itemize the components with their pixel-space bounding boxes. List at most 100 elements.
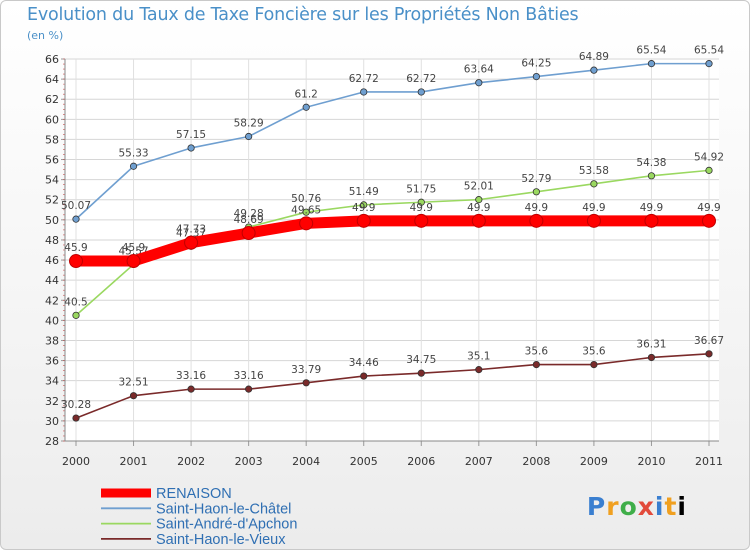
data-label-saint-haon-le-ch-tel: 64.25	[521, 58, 551, 70]
data-label-renaison: 47.73	[176, 224, 206, 236]
data-label-saint-andr-d-apchon: 51.75	[406, 183, 436, 195]
data-label-saint-haon-le-vieux: 35.6	[525, 346, 549, 358]
data-label-saint-andr-d-apchon: 52.01	[464, 181, 494, 193]
data-label-saint-andr-d-apchon: 49.28	[234, 208, 264, 220]
data-point-saint-andr-d-apchon	[705, 166, 713, 174]
data-point-saint-haon-le-vieux	[245, 385, 253, 393]
data-point-saint-haon-le-ch-tel	[532, 72, 540, 81]
data-label-saint-haon-le-ch-tel: 65.54	[694, 45, 724, 57]
y-tick-label: 52	[45, 194, 59, 207]
data-label-saint-haon-le-vieux: 33.16	[234, 370, 264, 382]
data-point-renaison	[356, 213, 371, 228]
data-point-saint-andr-d-apchon	[417, 198, 425, 206]
data-point-saint-haon-le-ch-tel	[475, 79, 483, 87]
y-tick-label: 28	[45, 435, 59, 448]
data-label-saint-haon-le-vieux: 34.46	[349, 357, 379, 369]
data-point-renaison	[69, 254, 83, 269]
y-tick-label: 54	[45, 174, 59, 187]
data-label-saint-haon-le-ch-tel: 58.29	[234, 118, 264, 130]
data-point-saint-andr-d-apchon	[302, 208, 310, 216]
data-label-saint-haon-le-ch-tel: 63.64	[464, 64, 494, 76]
data-point-saint-haon-le-ch-tel	[72, 215, 80, 223]
y-tick-label: 38	[45, 334, 59, 347]
data-point-renaison	[471, 213, 486, 228]
data-label-saint-haon-le-ch-tel: 65.54	[636, 45, 666, 57]
data-point-saint-andr-d-apchon	[647, 172, 656, 180]
data-point-renaison	[529, 213, 544, 228]
data-point-saint-haon-le-vieux	[72, 414, 80, 422]
y-tick-label: 58	[45, 133, 59, 146]
y-tick-label: 60	[45, 113, 59, 126]
data-point-saint-haon-le-vieux	[360, 372, 368, 380]
data-point-saint-haon-le-ch-tel	[417, 88, 425, 96]
data-label-saint-haon-le-ch-tel: 64.89	[579, 51, 609, 63]
chart-title: Evolution du Taux de Taxe Foncière sur l…	[27, 5, 579, 25]
data-label-renaison: 49.9	[582, 202, 605, 214]
data-label-saint-haon-le-vieux: 34.75	[406, 354, 436, 366]
x-tick-label: 2000	[62, 455, 90, 468]
data-label-saint-andr-d-apchon: 51.49	[349, 186, 379, 198]
x-tick-label: 2001	[120, 455, 148, 468]
data-label-saint-haon-le-ch-tel: 57.15	[176, 129, 206, 141]
data-point-saint-andr-d-apchon	[72, 311, 80, 319]
legend-label-saint-haon-le-ch-tel: Saint-Haon-le-Châtel	[156, 501, 291, 517]
data-label-renaison: 49.9	[640, 202, 663, 214]
x-tick-label: 2010	[637, 455, 665, 468]
data-point-saint-haon-le-ch-tel	[245, 132, 253, 141]
data-point-renaison	[414, 213, 429, 228]
data-label-saint-andr-d-apchon: 53.58	[579, 165, 609, 177]
data-label-saint-haon-le-ch-tel: 50.07	[61, 200, 91, 212]
data-label-renaison: 49.65	[291, 204, 321, 216]
data-label-saint-haon-le-vieux: 36.31	[636, 338, 666, 350]
data-label-renaison: 49.9	[352, 202, 375, 214]
data-label-renaison: 49.9	[410, 202, 433, 214]
y-tick-label: 50	[45, 214, 59, 227]
legend-label-saint-haon-le-vieux: Saint-Haon-le-Vieux	[156, 532, 286, 548]
data-point-saint-haon-le-ch-tel	[360, 88, 368, 96]
data-label-saint-haon-le-vieux: 33.16	[176, 370, 206, 382]
y-tick-label: 66	[45, 53, 59, 66]
x-tick-label: 2002	[177, 455, 205, 468]
y-tick-label: 48	[45, 234, 59, 247]
y-tick-label: 36	[45, 355, 59, 368]
data-label-saint-haon-le-vieux: 35.1	[467, 351, 490, 363]
data-point-saint-haon-le-vieux	[129, 392, 138, 400]
x-tick-label: 2005	[350, 455, 378, 468]
y-tick-label: 30	[45, 415, 59, 428]
data-label-saint-andr-d-apchon: 54.92	[694, 151, 724, 163]
data-label-renaison: 48.69	[234, 214, 264, 226]
data-point-saint-haon-le-ch-tel	[302, 103, 310, 111]
data-point-renaison	[299, 216, 314, 231]
x-tick-label: 2003	[235, 455, 263, 468]
data-point-saint-andr-d-apchon	[590, 180, 598, 188]
data-label-saint-haon-le-ch-tel: 55.33	[119, 147, 149, 159]
data-label-renaison: 45.9	[122, 242, 145, 254]
series-line-saint-haon-le-vieux	[75, 353, 710, 419]
data-label-saint-haon-le-ch-tel: 61.2	[294, 88, 317, 100]
data-label-saint-haon-le-ch-tel: 62.72	[406, 73, 436, 85]
x-tick-label: 2011	[695, 455, 723, 468]
series-line-renaison	[70, 215, 715, 267]
data-point-saint-haon-le-ch-tel	[129, 162, 138, 170]
data-point-renaison	[702, 213, 716, 228]
data-point-saint-haon-le-vieux	[532, 360, 540, 369]
x-tick-label: 2007	[465, 455, 493, 468]
y-tick-label: 56	[45, 154, 59, 167]
data-point-saint-haon-le-vieux	[705, 350, 713, 358]
data-label-saint-haon-le-vieux: 32.51	[119, 377, 149, 389]
data-label-saint-haon-le-vieux: 30.28	[61, 399, 91, 411]
y-tick-label: 64	[45, 73, 59, 86]
data-point-renaison	[586, 213, 601, 228]
data-label-renaison: 49.9	[697, 202, 720, 214]
data-point-saint-haon-le-vieux	[475, 366, 483, 374]
legend-label-renaison: RENAISON	[156, 486, 232, 502]
y-tick-label: 42	[45, 294, 59, 307]
data-label-saint-haon-le-vieux: 36.67	[694, 335, 724, 347]
data-point-saint-haon-le-ch-tel	[647, 60, 656, 68]
data-label-saint-haon-le-ch-tel: 62.72	[349, 73, 379, 85]
data-point-renaison	[126, 254, 141, 269]
y-tick-label: 46	[45, 254, 59, 267]
data-point-renaison	[241, 226, 256, 241]
series-line-saint-haon-le-ch-tel	[75, 62, 710, 220]
y-tick-label: 32	[45, 395, 59, 408]
